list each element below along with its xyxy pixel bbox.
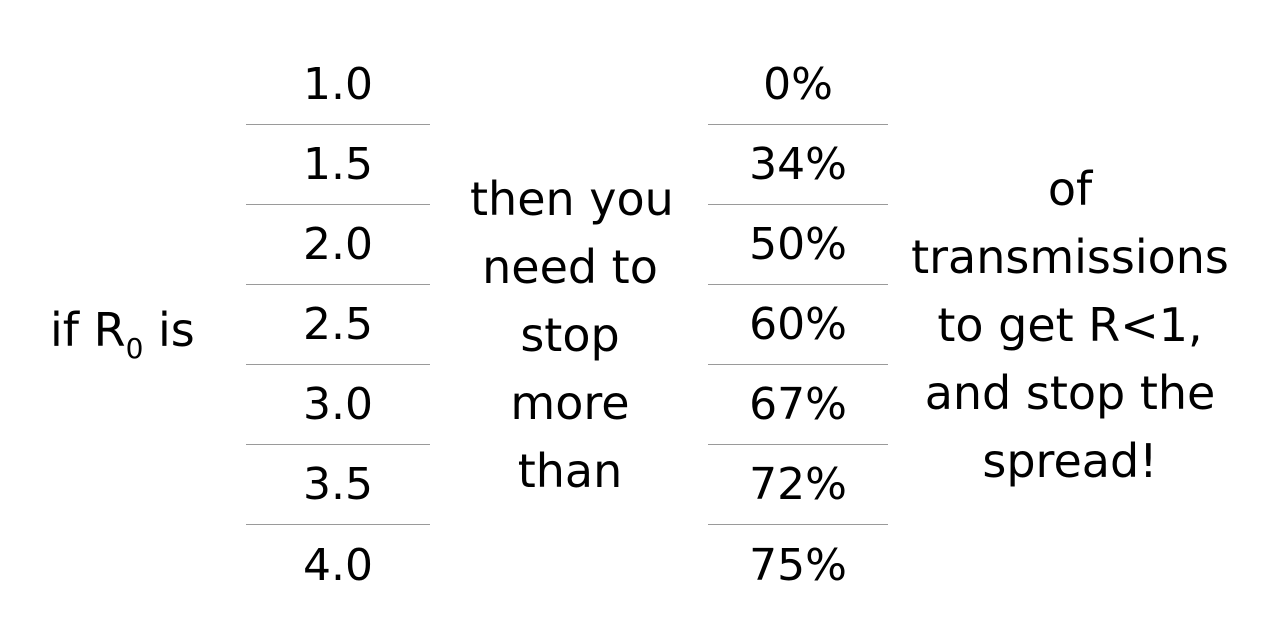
percent-value: 67% xyxy=(708,365,888,445)
r0-value: 1.0 xyxy=(246,45,430,125)
r0-value: 3.0 xyxy=(246,365,430,445)
r0-value: 4.0 xyxy=(303,539,373,591)
percent-value: 50% xyxy=(708,205,888,285)
right-text-line: spread! xyxy=(982,434,1158,488)
percent-value: 34% xyxy=(708,125,888,205)
percent-value: 60% xyxy=(708,285,888,365)
right-text-line: and stop the xyxy=(924,366,1216,420)
percent-value: 0% xyxy=(708,45,888,125)
right-text-block: of transmissions to get R<1, and stop th… xyxy=(900,155,1240,495)
middle-text-line: then you xyxy=(470,172,674,226)
middle-text-block: then you need to stop more than xyxy=(470,165,674,505)
right-text-line: transmissions xyxy=(911,230,1229,284)
r0-value: 2.5 xyxy=(246,285,430,365)
r0-value: 3.5 xyxy=(246,445,430,525)
if-r0-is-label: if R0 is xyxy=(50,300,195,367)
r0-value: 2.0 xyxy=(246,205,430,285)
percent-value: 72% xyxy=(708,445,888,525)
label-suffix: is xyxy=(143,303,195,357)
middle-text-line: more xyxy=(510,376,630,430)
right-text-line: to get R<1, xyxy=(937,298,1203,352)
percent-value: 75% xyxy=(749,539,847,591)
r0-value: 1.5 xyxy=(246,125,430,205)
label-prefix: if R xyxy=(50,303,126,357)
percent-values-column: 0% 34% 50% 60% 67% 72% 75% xyxy=(708,45,888,605)
middle-text-line: stop xyxy=(520,308,620,362)
label-subscript: 0 xyxy=(125,332,144,365)
middle-text-line: than xyxy=(517,444,623,498)
r0-values-column: 1.0 1.5 2.0 2.5 3.0 3.5 4.0 xyxy=(246,45,430,605)
middle-text-line: need to xyxy=(482,240,658,294)
right-text-line: of xyxy=(1047,162,1093,216)
